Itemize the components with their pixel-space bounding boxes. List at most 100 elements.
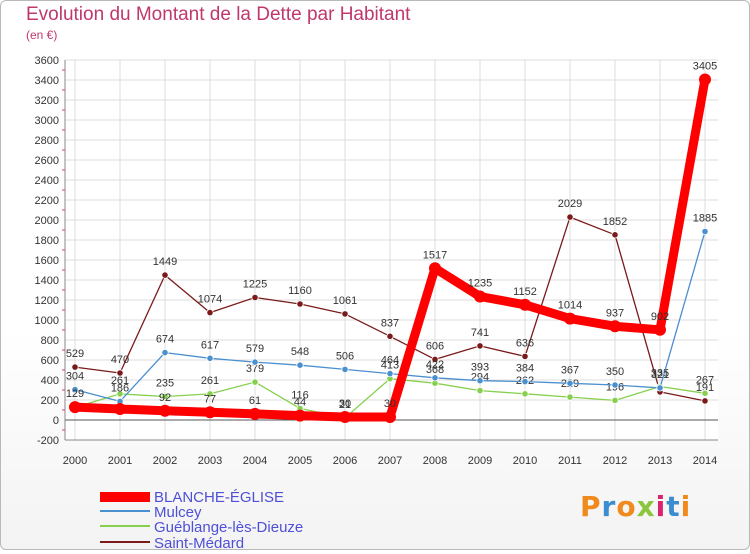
data-label: 61	[249, 395, 261, 407]
data-label: 422	[426, 359, 444, 371]
legend-swatch	[100, 510, 150, 512]
data-point	[386, 332, 394, 340]
data-label: 393	[471, 362, 489, 374]
data-point	[476, 386, 484, 395]
y-tick-label: -200	[37, 435, 59, 447]
data-label: 413	[381, 360, 399, 372]
data-label: 21	[339, 399, 351, 411]
y-tick-label: 2000	[35, 215, 59, 227]
data-point	[474, 290, 486, 303]
data-label: 384	[516, 363, 534, 375]
x-tick-label: 2009	[468, 455, 492, 467]
data-point	[611, 231, 619, 239]
data-label: 30	[384, 398, 396, 410]
x-tick-label: 2003	[198, 455, 222, 467]
data-point	[521, 390, 529, 398]
unit-label: (en €)	[26, 28, 58, 42]
data-point	[386, 369, 394, 378]
data-label: 464	[381, 355, 399, 367]
data-point	[204, 406, 216, 419]
data-point	[161, 271, 169, 279]
data-point	[521, 352, 529, 360]
y-tick-label: 1200	[35, 295, 59, 307]
data-label: 1517	[423, 249, 447, 261]
data-point	[654, 323, 666, 336]
data-label: 741	[471, 327, 489, 339]
data-point	[206, 308, 214, 317]
data-point	[69, 401, 81, 414]
data-point	[341, 365, 349, 373]
data-point	[339, 411, 351, 423]
data-label: 617	[201, 339, 219, 351]
data-point	[341, 310, 349, 318]
data-point	[71, 363, 79, 371]
data-label: 1885	[693, 213, 717, 225]
data-point	[296, 300, 304, 308]
legend-swatch	[100, 525, 150, 527]
legend-label: BLANCHE-ÉGLISE	[154, 489, 285, 506]
y-tick-label: 1600	[35, 255, 59, 267]
data-label: 44	[294, 397, 306, 409]
y-tick-label: 3000	[35, 115, 59, 127]
y-tick-label: 1800	[35, 235, 59, 247]
data-point	[116, 390, 124, 398]
data-label: 837	[381, 317, 399, 329]
data-point	[251, 358, 259, 366]
data-label: 191	[696, 382, 714, 394]
data-point	[161, 392, 169, 401]
y-tick-label: 1400	[35, 275, 59, 287]
data-label: 470	[111, 354, 129, 366]
y-tick-label: 3600	[35, 55, 59, 67]
data-label: 379	[246, 363, 264, 375]
data-point	[294, 409, 306, 422]
data-point	[159, 404, 171, 417]
data-label: 3405	[693, 61, 717, 73]
data-label: 2029	[558, 198, 582, 210]
data-point	[476, 342, 484, 350]
data-point	[521, 377, 529, 386]
data-label: 1235	[468, 278, 492, 290]
data-point	[701, 227, 709, 236]
data-point	[701, 389, 709, 397]
data-label: 235	[156, 378, 174, 390]
data-label: 548	[291, 346, 309, 358]
x-tick-label: 2008	[423, 455, 447, 467]
data-point	[71, 385, 79, 394]
data-label: 261	[111, 375, 129, 387]
x-tick-label: 2002	[153, 455, 177, 467]
x-tick-label: 2007	[378, 455, 402, 467]
data-point	[114, 403, 126, 415]
data-point	[519, 298, 531, 311]
data-point	[431, 374, 439, 382]
data-label: 1074	[198, 294, 222, 306]
data-point	[161, 348, 169, 357]
x-tick-label: 2004	[243, 455, 267, 467]
x-tick-label: 2005	[288, 455, 312, 467]
data-label: 937	[606, 307, 624, 319]
y-tick-label: 3400	[35, 75, 59, 87]
data-label: 92	[159, 392, 171, 404]
data-label: 674	[156, 334, 174, 346]
data-label: 368	[426, 364, 444, 376]
data-point	[429, 262, 441, 275]
data-label: 1061	[333, 295, 357, 307]
y-tick-label: 2800	[35, 135, 59, 147]
legend-label: Guéblange-lès-Dieuze	[154, 519, 304, 536]
x-tick-label: 2000	[63, 455, 87, 467]
legend-swatch	[100, 492, 150, 502]
y-tick-label: 3200	[35, 95, 59, 107]
legend-label: Mulcey	[154, 504, 202, 521]
data-label: 506	[336, 350, 354, 362]
data-point	[611, 396, 619, 404]
data-label: 261	[201, 375, 219, 387]
data-label: 129	[66, 388, 84, 400]
data-label: 1852	[603, 216, 627, 228]
data-point	[206, 354, 214, 362]
y-tick-label: 1000	[35, 315, 59, 327]
legend-label: Saint-Médard	[154, 535, 245, 552]
y-tick-label: 2200	[35, 195, 59, 207]
y-tick-label: 800	[41, 335, 59, 347]
x-tick-label: 2011	[558, 455, 582, 467]
data-point	[251, 293, 259, 302]
data-point	[701, 397, 709, 405]
